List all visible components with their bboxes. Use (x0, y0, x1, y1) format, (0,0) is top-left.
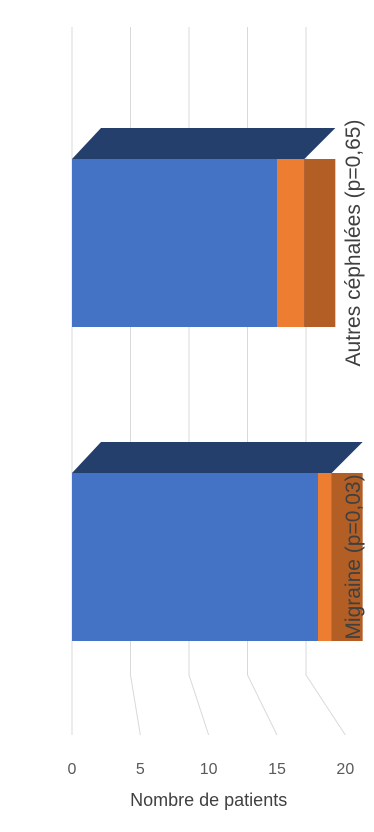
bar-0-series-1-depth (331, 473, 363, 641)
bar-0-side (72, 442, 363, 473)
bar-1-side (72, 128, 336, 159)
y-tick-label-5: 5 (136, 761, 145, 778)
bars (72, 128, 363, 641)
category-labels: Migraine (p=0,03) Autres céphalées (p=0,6… (342, 120, 365, 640)
y-tick-label-10: 10 (200, 761, 218, 778)
category-label-1: Autres céphalées (p=0,65) (342, 120, 365, 367)
y-tick-label-0: 0 (68, 761, 77, 778)
y-tick-labels: 0 5 10 15 20 (68, 761, 355, 778)
y-tick-label-20: 20 (336, 761, 354, 778)
bar-0-series-0-front (72, 473, 318, 641)
bar-1-series-0-front (72, 159, 277, 327)
y-tick-label-15: 15 (268, 761, 286, 778)
bar-1-series-1-front (277, 159, 305, 327)
bar-0-series-1-front (318, 473, 332, 641)
y-axis-title: Nombre de patients (130, 790, 287, 810)
category-label-0: Migraine (p=0,03) (342, 474, 365, 639)
bar-1-series-1-depth (304, 159, 336, 327)
